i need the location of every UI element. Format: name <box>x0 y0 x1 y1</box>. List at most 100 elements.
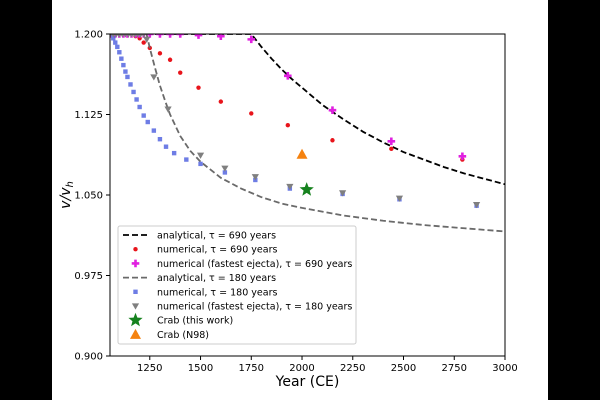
y-axis-label-subscript: h <box>65 181 76 187</box>
legend-entry-7-label: Crab (N98) <box>157 330 209 341</box>
legend-entry-2-swatch <box>131 259 140 268</box>
y-axis: 0.900 0.975 1.050 1.125 1.200 <box>74 30 110 363</box>
series-5-point-6 <box>126 34 131 38</box>
series-6-point-0 <box>299 182 314 196</box>
series-5-point-7 <box>129 34 134 38</box>
series-2-point-14 <box>217 34 225 40</box>
series-1-point-13 <box>196 85 201 90</box>
legend-entry-6-swatch <box>128 312 143 327</box>
series-2-point-19-shape <box>458 152 467 161</box>
legend-entry-5-label: numerical (fastest ejecta), τ = 180 year… <box>157 302 352 313</box>
series-4-point-8 <box>125 74 130 80</box>
y-tick-label-2: 1.050 <box>74 191 103 202</box>
legend-entry-3-label: analytical, τ = 180 years <box>157 273 276 284</box>
series-4-point-20 <box>198 161 203 167</box>
chart-svg: 1250 1500 1750 2000 2250 2500 2750 3000 0.9000.… <box>58 30 518 391</box>
y-tick-label-0: 0.900 <box>74 352 103 363</box>
series-2-point-17 <box>328 106 337 115</box>
series-4-point-15 <box>151 128 157 133</box>
series-2-point-11-shape <box>166 34 174 38</box>
legend-entry-5-swatch <box>131 303 140 310</box>
series-2-point-18 <box>387 137 396 146</box>
series-2-point-10-shape <box>156 34 164 38</box>
figure-panel: 1250 1500 1750 2000 2250 2500 2750 3000 0.900 0.… <box>52 0 548 400</box>
series-2-point-16 <box>284 72 292 80</box>
legend-entry-4-swatch <box>133 289 138 294</box>
legend-entry-2-label: numerical (fastest ejecta), τ = 690 year… <box>157 259 352 270</box>
series-2-point-12 <box>176 34 185 38</box>
series-0-line <box>110 34 505 186</box>
series-4-point-17 <box>163 144 169 149</box>
y-axis-label: v/vh <box>58 181 76 209</box>
series-2-point-18-shape <box>387 137 396 146</box>
plot-area <box>110 34 505 233</box>
y-tick-label-3: 1.125 <box>74 110 103 121</box>
series-2-point-9-shape <box>145 34 154 38</box>
y-tick-label-4: 1.200 <box>74 30 103 41</box>
series-5-point-10 <box>138 34 143 38</box>
series-4-point-6 <box>121 62 126 68</box>
series-2-point-9 <box>145 34 154 38</box>
series-5-point-19 <box>339 190 347 197</box>
series-4-point-7 <box>123 69 128 74</box>
series-5-point-9 <box>135 34 140 38</box>
x-tick-label-2: 1750 <box>239 363 264 374</box>
series-4-point-12 <box>137 104 142 110</box>
series-1-point-15 <box>249 111 254 116</box>
legend-entry-1-swatch <box>133 247 138 252</box>
series-5-point-15 <box>196 152 205 159</box>
legend-entry-1-label: numerical, τ = 690 years <box>157 245 277 256</box>
series-5-point-8 <box>132 34 137 38</box>
series-5-point-17 <box>251 174 259 181</box>
series-4-point-4 <box>117 50 122 55</box>
x-tick-label-1: 1500 <box>188 363 213 374</box>
series-5-point-3 <box>117 34 122 38</box>
series-2-point-19 <box>458 152 467 161</box>
series-4-point-18 <box>171 150 177 156</box>
legend-entry-6-label: Crab (this work) <box>157 316 233 327</box>
series-1-point-16 <box>285 123 291 128</box>
series-4-point-14 <box>145 119 150 125</box>
x-tick-label-4: 2250 <box>340 363 365 374</box>
x-tick-label-6: 2750 <box>442 363 467 374</box>
series-5-point-12 <box>143 36 151 43</box>
series-4-point-9 <box>128 82 133 87</box>
y-axis-label-main: v/v <box>58 187 74 209</box>
series-4-point-10 <box>131 89 136 95</box>
series-1-point-18 <box>389 146 394 152</box>
legend-entry-4-label: numerical, τ = 180 years <box>157 287 277 298</box>
series-2-point-10 <box>156 34 164 38</box>
series-2-point-11 <box>166 34 174 38</box>
series-5-point-16 <box>221 165 229 172</box>
series-2-point-12-shape <box>176 34 185 38</box>
x-tick-label-7: 3000 <box>492 363 517 374</box>
series-5-point-11 <box>141 34 146 38</box>
series-5-point-13 <box>150 74 158 81</box>
x-tick-label-3: 2000 <box>289 363 314 374</box>
series-2-point-17-shape <box>328 106 337 115</box>
legend-entry-0-label: analytical, τ = 690 years <box>157 231 276 242</box>
series-1-point-12 <box>178 70 183 75</box>
series-4-point-13 <box>141 113 146 118</box>
series-4-point-3 <box>115 44 120 50</box>
series-7-point-0 <box>296 148 308 159</box>
y-tick-label-1: 0.975 <box>74 271 103 282</box>
series-1-point-8 <box>141 40 146 45</box>
x-axis: 1250 1500 1750 2000 2250 2500 2750 3000 <box>137 356 518 374</box>
legend: analytical, τ = 690 years numerical, τ = … <box>117 225 357 345</box>
series-5-point-4 <box>120 34 125 38</box>
series-5-point-18 <box>286 183 294 191</box>
legend-entry-7-swatch <box>130 328 141 339</box>
series-1-point-17 <box>330 138 335 143</box>
series-2-point-15 <box>247 35 256 44</box>
series-5-point-20 <box>395 195 404 202</box>
series-2-point-16-shape <box>284 72 292 80</box>
series-4-point-5 <box>119 56 124 61</box>
series-3-line <box>110 34 505 233</box>
series-4-point-2 <box>113 40 118 45</box>
series-5-point-2 <box>114 34 119 38</box>
series-4-point-11 <box>134 97 139 102</box>
series-2-point-13 <box>194 34 203 39</box>
series-2-point-15-shape <box>247 35 256 44</box>
x-axis-label: Year (CE) <box>275 374 340 390</box>
